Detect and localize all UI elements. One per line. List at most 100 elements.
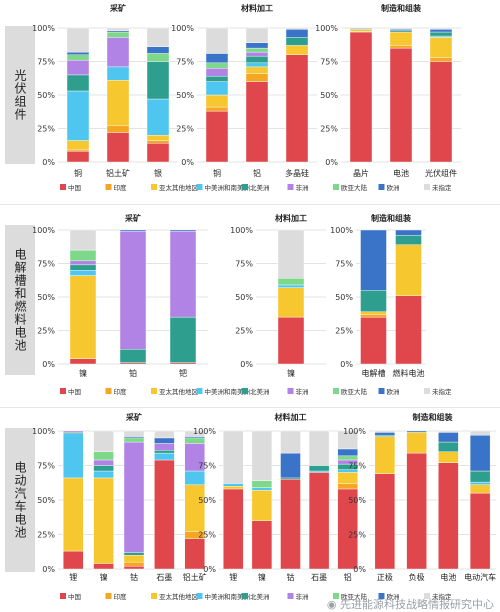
bar-segment <box>146 134 170 141</box>
watermark: ◉ 先进能源科技战略情报研究中心 <box>326 598 494 611</box>
y-tick-label: 25% <box>198 531 216 540</box>
x-tick-label: 正极 <box>377 572 393 582</box>
legend-label: 中国 <box>68 387 81 396</box>
bar-segment <box>389 30 413 33</box>
bar-segment <box>69 270 97 276</box>
bar-segment <box>123 561 145 567</box>
legend-swatch <box>151 184 157 190</box>
bar-segment <box>360 290 387 312</box>
bar-segment <box>66 90 90 141</box>
bar-segment <box>395 235 422 245</box>
bar-segment <box>349 27 373 29</box>
section-label-battery: 电解槽和燃料电池 <box>5 225 35 375</box>
bar-segment <box>106 132 130 163</box>
x-tick-label: 晶片 <box>353 168 369 178</box>
y-tick-label: 75% <box>37 58 55 67</box>
bar-segment <box>245 66 269 74</box>
bar-segment <box>205 53 229 64</box>
bar-segment <box>146 61 170 100</box>
bar-segment <box>63 477 84 552</box>
bar-segment <box>374 434 396 437</box>
legend-swatch <box>333 184 339 190</box>
bar-segment <box>438 432 459 443</box>
bar-segment <box>337 448 358 457</box>
legend-swatch <box>151 593 157 599</box>
legend-swatch <box>378 184 385 190</box>
legend-swatch <box>378 593 385 599</box>
bar-segment <box>106 80 130 127</box>
x-tick-label: 铜 <box>213 168 221 178</box>
bar-segment <box>123 436 145 439</box>
y-tick-label: 25% <box>37 327 55 336</box>
bar-segment <box>337 455 358 461</box>
bar-segment <box>146 27 170 47</box>
y-tick-label: 75% <box>37 462 55 471</box>
panel-title: 制造和组装 <box>381 3 421 13</box>
bar-segment <box>395 295 422 365</box>
bar-segment <box>184 437 206 444</box>
x-tick-label: 电解槽 <box>362 368 386 378</box>
y-tick-label: 75% <box>37 260 55 269</box>
bar-segment <box>106 37 130 68</box>
bar-segment <box>205 27 229 54</box>
bar-segment <box>66 140 90 151</box>
legend-swatch <box>196 593 203 599</box>
y-tick-label: 100% <box>32 226 55 235</box>
y-tick-label: 100% <box>32 427 55 436</box>
bar-segment <box>119 362 147 365</box>
bar-segment <box>349 31 373 163</box>
bar-segment <box>184 430 206 437</box>
bar-segment <box>184 484 206 532</box>
x-tick-label: 铜 <box>74 168 82 178</box>
bar-segment <box>123 437 145 443</box>
legend-label: 欧亚大陆 <box>341 592 368 601</box>
bar-segment <box>429 27 453 30</box>
bar-segment <box>429 61 453 163</box>
legend-label: 中美洲和南美洲 <box>205 592 251 601</box>
legend-label: 北美洲 <box>250 183 270 192</box>
legend-label: 非洲 <box>296 592 309 601</box>
legend-swatch <box>151 388 157 394</box>
bar-segment <box>205 62 229 69</box>
legend-swatch <box>424 388 430 394</box>
bar-segment <box>337 472 358 484</box>
bar-segment <box>389 27 413 30</box>
y-tick-label: 75% <box>348 462 366 471</box>
bar-segment <box>223 486 244 490</box>
y-tick-label: 50% <box>198 496 216 505</box>
panel-title: 材料加工 <box>275 213 307 223</box>
legend-swatch <box>105 388 112 394</box>
section-label-ev: 电动汽车电池 <box>5 428 35 572</box>
bar-segment <box>93 470 114 479</box>
bar-segment <box>205 110 229 163</box>
y-tick-label: 0% <box>42 360 55 369</box>
bar-segment <box>169 362 197 365</box>
bar-segment <box>146 53 170 62</box>
panel-title: 采矿 <box>125 412 142 422</box>
bar-segment <box>63 550 84 570</box>
bar-segment <box>245 42 269 49</box>
bar-segment <box>146 143 170 163</box>
section-label-pv: 光伏组件 <box>5 26 35 164</box>
bar-segment <box>66 151 90 163</box>
bar-segment <box>69 358 97 365</box>
bar-segment <box>280 477 301 480</box>
bar-segment <box>63 432 84 434</box>
bar-segment <box>280 479 301 570</box>
y-tick-label: 100% <box>330 226 353 235</box>
bar-segment <box>169 316 197 363</box>
bar-segment <box>429 57 453 62</box>
y-tick-label: 100% <box>343 427 366 436</box>
bar-segment <box>469 492 491 570</box>
bar-segment <box>469 430 491 436</box>
bar-segment <box>66 149 90 152</box>
y-tick-label: 50% <box>235 293 253 302</box>
x-tick-label: 钴 <box>130 572 138 582</box>
bar-segment <box>285 29 309 38</box>
x-tick-label: 锂 <box>69 572 77 582</box>
bar-segment <box>169 229 197 232</box>
bar-segment <box>280 452 301 479</box>
bar-segment <box>308 472 330 570</box>
bar-segment <box>245 27 269 43</box>
bar-segment <box>119 231 147 350</box>
